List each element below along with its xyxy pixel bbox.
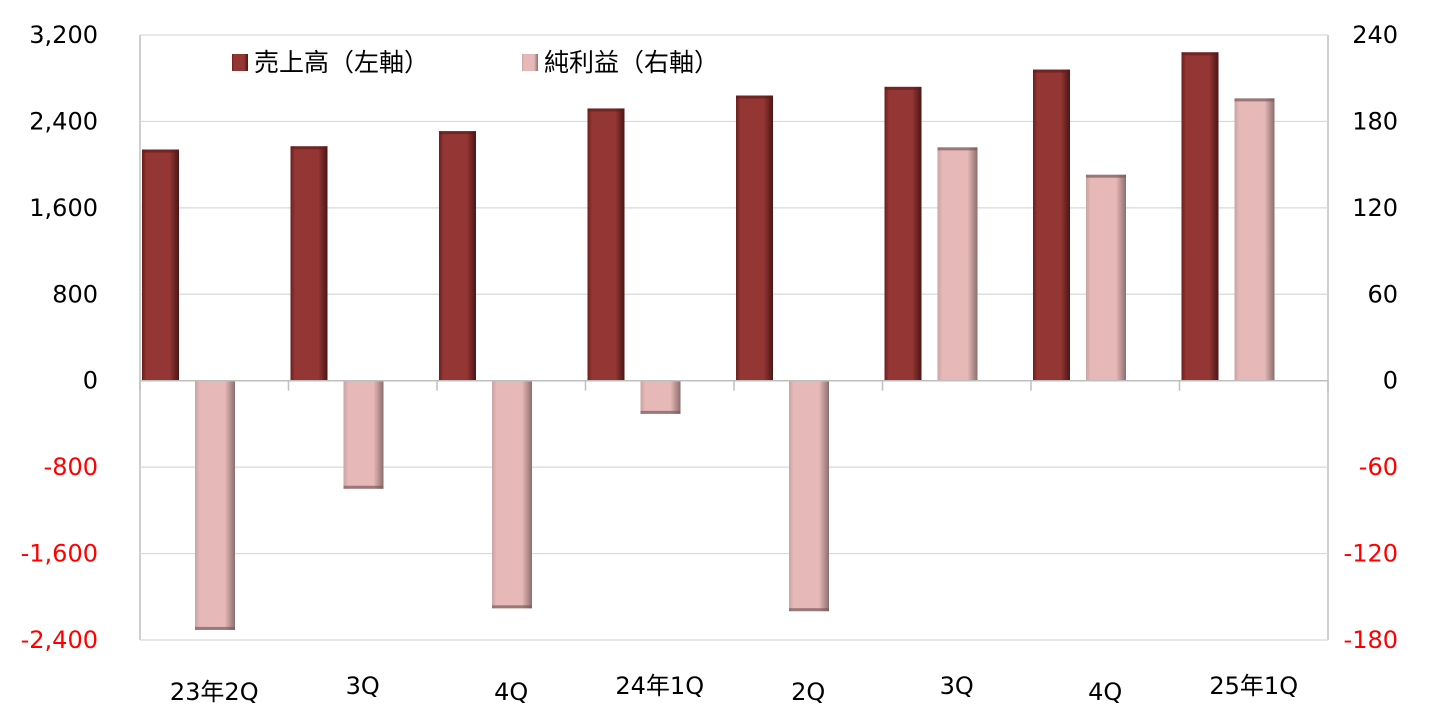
profit-bar-cap xyxy=(1086,174,1126,178)
legend: 売上高（左軸） 純利益（右軸） xyxy=(232,48,719,77)
profit-bar-cap xyxy=(1234,98,1275,102)
revenue-bar xyxy=(439,131,476,381)
revenue-bar-cap xyxy=(142,149,179,153)
right-tick-label: -120 xyxy=(1344,540,1398,568)
profit-bar-cap xyxy=(789,608,829,612)
plot-area xyxy=(139,35,1329,640)
revenue-bar-cap xyxy=(290,146,328,150)
profit-bar xyxy=(937,147,978,381)
revenue-bar-cap xyxy=(1181,52,1219,56)
legend-label: 売上高（左軸） xyxy=(254,48,429,77)
left-tick-label: -800 xyxy=(44,453,98,481)
category-label: 23年2Q xyxy=(170,678,259,706)
profit-bar xyxy=(1086,174,1126,381)
right-tick-label: 180 xyxy=(1352,107,1398,135)
profit-bar xyxy=(1234,98,1275,381)
profit-bar-cap xyxy=(195,626,235,630)
left-axis: 3,200 2,400 1,600 800 0 -800 -1,600 -2,400 xyxy=(21,21,98,654)
right-tick-label: -180 xyxy=(1344,626,1398,654)
right-tick-label: 120 xyxy=(1352,194,1398,222)
left-tick-label: -2,400 xyxy=(21,626,98,654)
revenue-bar xyxy=(587,108,625,381)
right-axis: 240 180 120 60 0 -60 -120 -180 xyxy=(1344,21,1398,654)
right-tick-label: 60 xyxy=(1367,280,1398,308)
profit-bar xyxy=(640,380,681,414)
revenue-bar xyxy=(1033,69,1070,381)
revenue-bar-cap xyxy=(439,131,476,135)
left-tick-label: 800 xyxy=(52,280,98,308)
revenue-bar-cap xyxy=(736,95,773,99)
right-tick-label: 0 xyxy=(1383,367,1398,395)
gridlines xyxy=(140,34,1328,641)
left-tick-label: -1,600 xyxy=(21,540,98,568)
left-tick-label: 2,400 xyxy=(29,107,98,135)
right-tick-label: 240 xyxy=(1352,21,1398,49)
category-label: 2Q xyxy=(791,678,825,706)
revenue-bar-cap xyxy=(884,86,922,90)
category-label: 25年1Q xyxy=(1209,672,1298,700)
category-label: 4Q xyxy=(494,678,528,706)
left-tick-label: 3,200 xyxy=(29,21,98,49)
category-label: 3Q xyxy=(940,672,974,700)
legend-label: 純利益（右軸） xyxy=(544,48,719,77)
profit-bar xyxy=(195,380,235,630)
profit-bar xyxy=(789,380,829,612)
revenue-bar-cap xyxy=(1033,69,1070,73)
revenue-bar-cap xyxy=(587,108,625,112)
bars xyxy=(142,52,1275,630)
category-label: 4Q xyxy=(1088,678,1122,706)
category-label: 24年1Q xyxy=(615,672,704,700)
profit-bar xyxy=(492,380,532,609)
revenue-bar xyxy=(1181,52,1219,381)
left-tick-label: 1,600 xyxy=(29,194,98,222)
legend-swatch xyxy=(232,54,248,71)
revenue-bar xyxy=(142,149,179,381)
revenue-bar xyxy=(884,86,922,381)
profit-bar-cap xyxy=(343,485,384,489)
right-tick-label: -60 xyxy=(1359,453,1398,481)
profit-bar-cap xyxy=(492,605,532,609)
profit-bar-cap xyxy=(640,410,681,414)
zero-axis-line xyxy=(139,379,1329,391)
legend-swatch xyxy=(522,54,538,71)
category-label: 3Q xyxy=(346,672,380,700)
revenue-bar xyxy=(736,95,773,381)
left-tick-label: 0 xyxy=(83,367,98,395)
revenue-bar xyxy=(290,146,328,381)
x-axis: 23年2Q 3Q 4Q 24年1Q 2Q 3Q 4Q 25年1Q xyxy=(170,672,1298,706)
profit-bar-cap xyxy=(937,147,978,151)
profit-bar xyxy=(343,380,384,489)
